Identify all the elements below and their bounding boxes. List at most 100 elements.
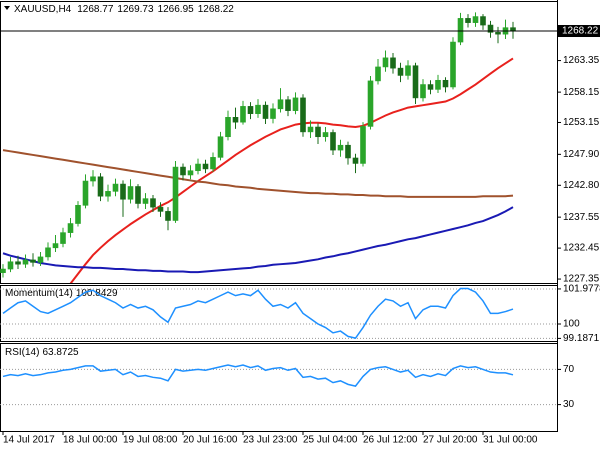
candle-body [360, 126, 366, 164]
y-tick-label: 1258.15 [563, 87, 600, 98]
candle-body [405, 65, 411, 76]
candle-body [67, 223, 74, 233]
candle-body [82, 180, 89, 206]
y-tick-label: 101.9778 [563, 284, 600, 295]
collapse-arrow[interactable] [4, 6, 10, 10]
candle-body [495, 32, 501, 35]
candle-body [412, 65, 419, 99]
candle-body [255, 104, 261, 114]
last-open: 1268.77 [77, 4, 114, 15]
chart-header: XAUUSD,H4 1268.77 1269.73 1266.95 1268.22 [14, 4, 234, 15]
candle-body [375, 66, 381, 82]
y-tick-label: 1237.55 [563, 212, 600, 223]
candle-body [22, 259, 29, 265]
x-tick-label: 18 Jul 00:00 [63, 435, 118, 446]
last-low: 1266.95 [158, 4, 195, 15]
moving-average [2, 206, 514, 274]
candle-body [292, 97, 299, 111]
x-tick-label: 27 Jul 20:00 [423, 435, 478, 446]
candle-body [150, 198, 156, 208]
x-tick-label: 26 Jul 12:00 [363, 435, 418, 446]
last-close: 1268.22 [198, 4, 235, 15]
candle-body [480, 16, 486, 26]
last-high: 1269.73 [117, 4, 154, 15]
indicator-title: RSI(14) [5, 347, 39, 358]
y-tick-label: 70 [563, 364, 575, 375]
current-price-box [558, 25, 600, 38]
candle-body [457, 18, 464, 43]
candle-body [0, 268, 6, 273]
candle-body [180, 166, 186, 176]
candle-body [367, 80, 374, 127]
indicator-value: 63.8725 [42, 347, 79, 358]
candle-body [390, 57, 396, 69]
candle-body [75, 205, 81, 224]
candle-body [240, 106, 246, 123]
candle-body [30, 259, 36, 263]
candle-body [165, 211, 171, 221]
candle-body [142, 198, 149, 204]
candle-body [442, 79, 449, 88]
x-tick-label: 25 Jul 04:00 [303, 435, 358, 446]
candle-body [172, 166, 179, 221]
indicator-header: RSI(14) 63.8725 [5, 347, 79, 358]
candle-body [90, 176, 96, 182]
candle-body [37, 256, 44, 263]
x-tick-label: 20 Jul 16:00 [183, 435, 238, 446]
candle-body [247, 106, 254, 114]
candle-body [157, 206, 164, 212]
candle-body [285, 99, 291, 111]
candle-body [330, 132, 336, 151]
chart-title: XAUUSD,H4 [14, 4, 72, 15]
current-price-label: 1268.22 [562, 26, 599, 37]
candle-body [15, 261, 21, 265]
indicator-line [2, 287, 514, 340]
candle-body [345, 144, 351, 159]
candle-body [465, 18, 471, 23]
moving-average [69, 57, 514, 283]
x-tick-label: 23 Jul 23:00 [243, 435, 298, 446]
y-tick-label: 1227.35 [563, 274, 600, 285]
y-tick-label: 1247.90 [563, 149, 600, 160]
indicator-line [2, 364, 514, 387]
y-tick-label: 1232.45 [563, 243, 600, 254]
candle-body [270, 108, 276, 119]
y-tick-label: 1263.35 [563, 55, 600, 66]
x-tick-label: 19 Jul 08:00 [123, 435, 178, 446]
y-tick-label: 30 [563, 399, 575, 410]
candle-body [435, 79, 441, 90]
candle-body [300, 97, 306, 133]
y-tick-label: 1242.80 [563, 180, 600, 191]
candle-body [105, 191, 111, 197]
candle-body [510, 27, 516, 32]
candle-body [315, 126, 321, 138]
candle-body [202, 163, 209, 170]
x-tick-label: 31 Jul 00:00 [483, 435, 538, 446]
candle-body [427, 84, 434, 90]
candle-body [135, 186, 141, 204]
candle-body [352, 157, 359, 164]
candle-body [127, 186, 134, 200]
candle-body [217, 136, 224, 158]
price-plot [0, 12, 516, 283]
candle-body [397, 67, 404, 76]
candle-body [307, 126, 314, 133]
candle-body [277, 99, 284, 110]
candle-body [210, 157, 216, 170]
y-tick-label: 100 [563, 319, 580, 330]
candle-body [45, 247, 51, 258]
moving-average [2, 149, 514, 198]
candle-body [195, 163, 201, 172]
candle-body [472, 16, 479, 23]
candle-body [60, 232, 66, 244]
candle-body [382, 57, 389, 68]
x-tick-label: 14 Jul 2017 [3, 435, 55, 446]
y-tick-label: 99.1871 [563, 333, 600, 344]
candle-body [7, 261, 14, 270]
candle-body [322, 132, 329, 138]
candle-body [225, 117, 231, 138]
candle-body [337, 144, 344, 151]
candle-body [420, 84, 426, 99]
